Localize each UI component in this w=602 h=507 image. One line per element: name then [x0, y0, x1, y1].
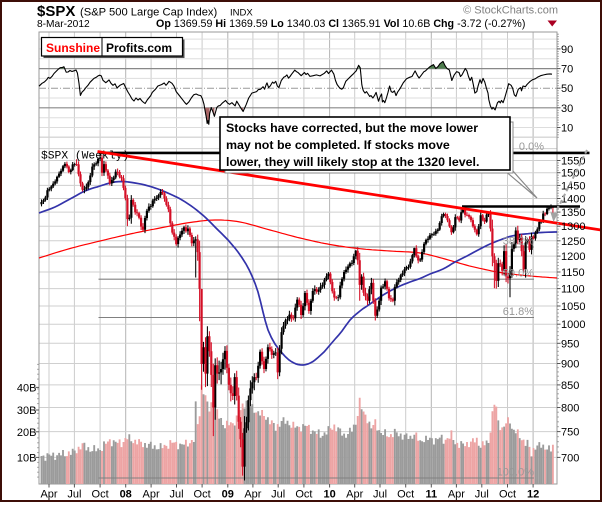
svg-text:10B: 10B [17, 452, 37, 464]
svg-text:30: 30 [561, 103, 573, 115]
svg-text:Apr: Apr [346, 489, 363, 501]
svg-text:0.0%: 0.0% [519, 141, 544, 153]
svg-text:1100: 1100 [561, 284, 585, 296]
svg-text:Oct: Oct [92, 489, 109, 501]
svg-text:1450: 1450 [561, 180, 585, 192]
svg-text:800: 800 [561, 403, 579, 415]
svg-text:10: 10 [561, 123, 573, 135]
svg-text:Jul: Jul [271, 489, 285, 501]
svg-text:Jul: Jul [373, 489, 387, 501]
svg-text:50.0%: 50.0% [503, 268, 534, 280]
svg-text:Oct: Oct [295, 489, 312, 501]
svg-text:Apr: Apr [448, 489, 465, 501]
svg-text:Stocks have corrected, but the: Stocks have corrected, but the move lowe… [226, 121, 478, 135]
svg-text:12: 12 [527, 489, 539, 501]
svg-text:Jul: Jul [475, 489, 489, 501]
svg-text:1300: 1300 [561, 221, 585, 233]
svg-text:40B: 40B [17, 382, 37, 394]
svg-text:1150: 1150 [561, 267, 585, 279]
svg-text:70: 70 [561, 64, 573, 76]
svg-text:50: 50 [561, 83, 573, 95]
svg-text:Jul: Jul [169, 489, 183, 501]
svg-text:700: 700 [561, 452, 579, 464]
svg-text:Oct: Oct [397, 489, 414, 501]
svg-text:1350: 1350 [561, 207, 585, 219]
svg-text:09: 09 [222, 489, 234, 501]
svg-text:08: 08 [120, 489, 132, 501]
svg-text:Op 1369.59 Hi 1369.59 Lo 1340.: Op 1369.59 Hi 1369.59 Lo 1340.03 Cl 1365… [156, 18, 525, 30]
svg-text:Apr: Apr [40, 489, 57, 501]
svg-text:1050: 1050 [561, 301, 585, 313]
svg-text:1550: 1550 [561, 156, 585, 168]
svg-text:850: 850 [561, 380, 579, 392]
svg-text:1400: 1400 [561, 194, 585, 206]
svg-text:Jul: Jul [67, 489, 81, 501]
svg-text:90: 90 [561, 44, 573, 56]
svg-text:(S&P 500 Large Cap Index): (S&P 500 Large Cap Index) [80, 7, 218, 19]
svg-text:Sunshine: Sunshine [46, 41, 100, 55]
svg-text:Oct: Oct [194, 489, 211, 501]
svg-text:Apr: Apr [143, 489, 160, 501]
svg-text:30B: 30B [17, 405, 37, 417]
svg-text:100.0%: 100.0% [497, 467, 535, 479]
svg-text:20B: 20B [17, 427, 37, 439]
svg-text:1200: 1200 [561, 251, 585, 263]
svg-text:1000: 1000 [561, 319, 585, 331]
svg-text:Oct: Oct [499, 489, 516, 501]
svg-text:750: 750 [561, 427, 579, 439]
svg-text:1500: 1500 [561, 168, 585, 180]
svg-text:1250: 1250 [561, 236, 585, 248]
svg-text:Apr: Apr [244, 489, 261, 501]
svg-text:61.8%: 61.8% [503, 306, 534, 318]
svg-text:8-Mar-2012: 8-Mar-2012 [37, 19, 90, 30]
svg-text:900: 900 [561, 359, 579, 371]
svg-text:11: 11 [425, 489, 437, 501]
svg-text:38.2%: 38.2% [503, 236, 534, 248]
svg-text:INDX: INDX [230, 8, 253, 19]
svg-text:Profits.com: Profits.com [106, 41, 172, 55]
svg-text:$SPX: $SPX [37, 3, 75, 20]
svg-text:10: 10 [323, 489, 335, 501]
svg-text:may not be completed. If stock: may not be completed. If stocks move [226, 138, 450, 152]
svg-text:© StockCharts.com: © StockCharts.com [463, 5, 558, 17]
svg-text:950: 950 [561, 338, 579, 350]
svg-text:lower, they will likely stop a: lower, they will likely stop at the 1320… [226, 155, 479, 169]
